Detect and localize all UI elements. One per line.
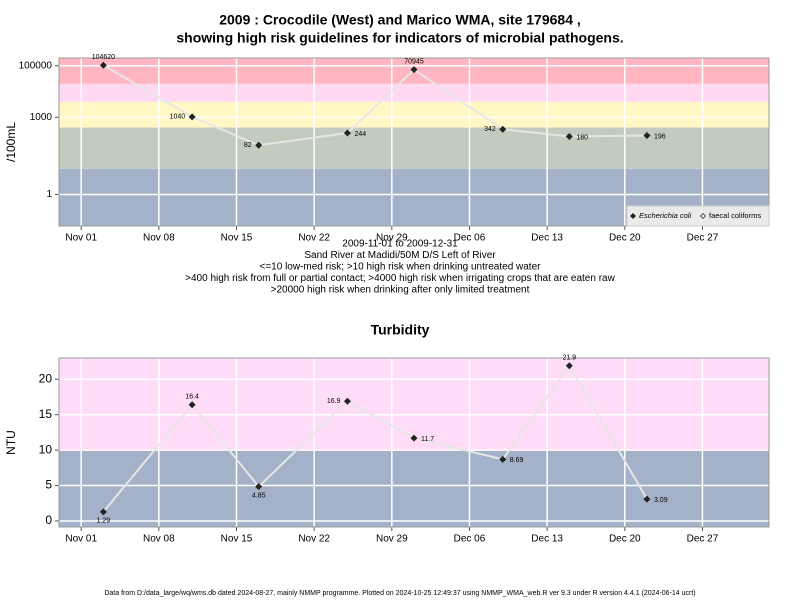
x-tick-label: Nov 29 [376,534,408,545]
x-tick-label: Nov 01 [65,534,97,545]
data-label: 21.9 [563,355,577,362]
data-label: 180 [576,134,588,141]
x-tick-label: Nov 22 [298,233,330,244]
data-label: 244 [354,131,366,138]
y-tick-label: 10 [39,442,53,456]
x-tick-label: Dec 06 [454,233,486,244]
data-point [188,401,196,409]
subtitle: 2009-11-01 to 2009-12-31 [342,239,458,250]
risk-band [59,101,769,128]
legend-box [626,205,770,227]
risk-band [59,450,769,527]
data-point [343,397,351,405]
y-axis-label: NTU [4,430,18,455]
data-label: 104620 [92,54,115,61]
data-label: 16.4 [185,394,199,401]
y-tick-label: 1000 [30,112,53,123]
data-label: 16.9 [327,398,341,405]
series-line [102,64,647,147]
y-tick-label: 5 [45,478,52,492]
x-tick-label: Dec 13 [531,534,563,545]
subtitle: Sand River at Madidi/50M D/S Left of Riv… [304,250,496,261]
data-label: 1040 [170,114,186,121]
x-tick-label: Dec 27 [687,534,719,545]
x-tick-label: Nov 22 [298,534,330,545]
data-point [99,61,107,69]
data-label: 4.85 [252,492,266,499]
y-axis-label: /100mL [4,122,18,162]
data-label: 342 [484,126,496,133]
data-label: 3.09 [654,497,668,504]
risk-band [59,127,769,169]
data-point [99,508,107,516]
data-point [565,362,573,370]
x-tick-label: Nov 01 [65,233,97,244]
legend-symbol [700,213,706,219]
data-label: 82 [244,142,252,149]
plot-frame [58,357,770,528]
data-point [410,66,418,74]
legend-symbol [630,213,636,219]
plot-frame [58,57,770,227]
x-tick-label: Nov 15 [221,233,253,244]
x-tick-label: Dec 20 [609,534,641,545]
chart-title: Turbidity [371,322,430,338]
data-label: 70945 [404,58,424,65]
y-tick-label: 100000 [19,60,53,71]
risk-band [59,83,769,102]
data-label: 11.7 [421,436,434,443]
data-point [643,131,651,139]
x-tick-label: Nov 08 [143,233,175,244]
legend-label: Escherichia coli [639,211,691,220]
x-tick-label: Dec 13 [531,233,563,244]
data-point [499,125,507,133]
subtitle: >20000 high risk when drinking after onl… [271,285,530,296]
legend-label: faecal coliforms [709,211,761,220]
y-tick-label: 15 [39,407,53,421]
chart-title: 2009 : Crocodile (West) and Marico WMA, … [219,12,581,28]
data-point [565,132,573,140]
x-tick-label: Dec 20 [609,233,641,244]
series-line [102,363,648,513]
data-point [343,129,351,137]
data-point [188,113,196,121]
data-point [255,483,263,491]
data-label: 8.69 [510,457,524,464]
data-point [643,495,651,503]
data-point [255,141,263,149]
x-tick-label: Dec 27 [687,233,719,244]
subtitle: <=10 low-med risk; >10 high risk when dr… [260,262,542,273]
x-tick-label: Nov 29 [376,233,408,244]
x-tick-label: Nov 15 [221,534,253,545]
subtitle: >400 high risk from full or partial cont… [185,273,615,284]
data-label: 1.29 [97,518,111,525]
data-point [499,455,507,463]
chart-title: showing high risk guidelines for indicat… [176,30,623,46]
data-label: 196 [654,133,666,140]
y-tick-label: 0 [45,513,52,527]
footer: Data from D:/data_large/wq/wms.db dated … [104,590,695,597]
data-point [410,434,418,442]
x-tick-label: Nov 08 [143,534,175,545]
y-tick-label: 1 [46,189,52,200]
x-tick-label: Dec 06 [454,534,486,545]
y-tick-label: 20 [39,371,53,385]
